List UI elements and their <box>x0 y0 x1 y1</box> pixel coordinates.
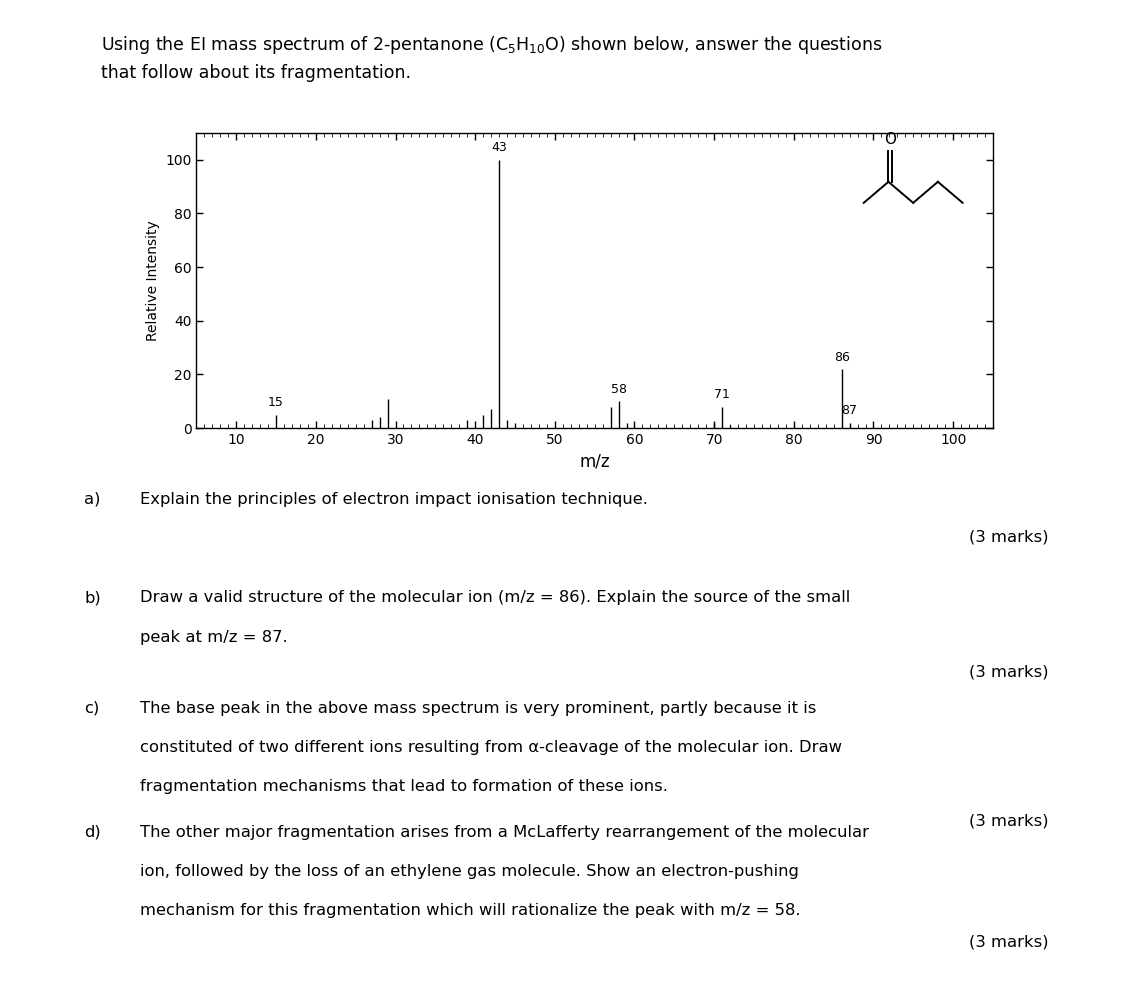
Text: 15: 15 <box>268 397 284 409</box>
Text: d): d) <box>84 825 101 839</box>
Text: 58: 58 <box>610 383 626 396</box>
Y-axis label: Relative Intensity: Relative Intensity <box>146 220 159 340</box>
Text: peak at ​m/z = 87.: peak at ​m/z = 87. <box>140 630 288 645</box>
Text: The other major fragmentation arises from a McLafferty rearrangement of the mole: The other major fragmentation arises fro… <box>140 825 870 839</box>
Text: c): c) <box>84 701 100 715</box>
X-axis label: m/z: m/z <box>579 453 610 470</box>
Text: Explain the principles of electron impact ionisation technique.: Explain the principles of electron impac… <box>140 492 649 507</box>
Text: 87: 87 <box>842 404 857 417</box>
Text: b): b) <box>84 590 101 605</box>
Text: ion, followed by the loss of an ethylene gas molecule. Show an electron-pushing: ion, followed by the loss of an ethylene… <box>140 864 799 879</box>
Text: 43: 43 <box>491 142 507 154</box>
Text: (3 marks): (3 marks) <box>969 664 1049 679</box>
Text: 86: 86 <box>834 350 849 364</box>
Text: that follow about its fragmentation.: that follow about its fragmentation. <box>101 64 411 82</box>
Text: mechanism for this fragmentation which will rationalize the peak with ​m/z = 58.: mechanism for this fragmentation which w… <box>140 903 801 918</box>
Text: (3 marks): (3 marks) <box>969 814 1049 829</box>
Text: Using the EI mass spectrum of 2-pentanone (C$_5$H$_{10}$O) shown below, answer t: Using the EI mass spectrum of 2-pentanon… <box>101 34 882 56</box>
Text: O: O <box>884 132 896 148</box>
Text: fragmentation mechanisms that lead to formation of these ions.: fragmentation mechanisms that lead to fo… <box>140 779 668 794</box>
Text: (3 marks): (3 marks) <box>969 529 1049 544</box>
Text: 71: 71 <box>715 389 730 401</box>
Text: (3 marks): (3 marks) <box>969 935 1049 950</box>
Text: The base peak in the above mass spectrum is very prominent, partly because it is: The base peak in the above mass spectrum… <box>140 701 817 715</box>
Text: constituted of two different ions resulting from α-cleavage of the molecular ion: constituted of two different ions result… <box>140 740 843 755</box>
Text: Draw a valid structure of the molecular ion (​​m/z = 86). Explain the source of : Draw a valid structure of the molecular … <box>140 590 850 605</box>
Text: a): a) <box>84 492 101 507</box>
